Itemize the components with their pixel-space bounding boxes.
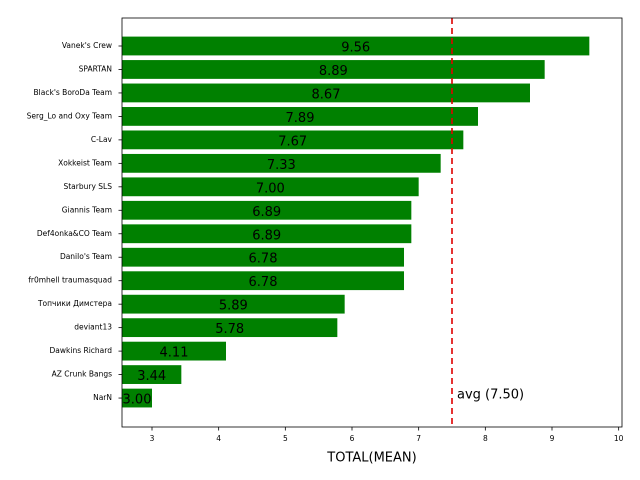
y-tick-label: Vanek's Crew	[62, 41, 112, 50]
y-tick-label: deviant13	[74, 323, 112, 332]
value-label: 6.78	[249, 275, 278, 290]
bar	[122, 200, 412, 220]
bar	[122, 107, 478, 126]
value-label: 3.44	[137, 369, 166, 384]
value-label: 7.67	[278, 134, 307, 149]
y-tick-label: NarN	[93, 393, 112, 402]
value-label: 4.11	[160, 346, 189, 361]
bar	[122, 365, 182, 384]
avg-label: avg (7.50)	[457, 388, 524, 403]
y-tick-label: Dawkins Richard	[50, 346, 113, 355]
value-label: 8.89	[319, 64, 348, 79]
x-tick-label: 9	[550, 434, 555, 443]
value-label: 9.56	[341, 41, 370, 56]
value-label: 8.67	[312, 87, 341, 102]
x-tick-label: 5	[283, 434, 288, 443]
value-label: 6.89	[252, 205, 281, 220]
bar	[122, 388, 152, 408]
y-tick-label: Топчики Димстера	[37, 299, 112, 308]
x-tick-label: 8	[483, 434, 488, 443]
bar	[122, 83, 530, 103]
y-tick-label: C-Lav	[91, 135, 113, 144]
x-tick-label: 10	[614, 434, 624, 443]
x-tick-label: 4	[216, 434, 221, 443]
y-tick-label: AZ Crunk Bangs	[52, 370, 112, 379]
bar	[122, 247, 404, 267]
bar	[122, 294, 345, 314]
y-tick-label: Starbury SLS	[63, 182, 112, 191]
bar	[122, 224, 412, 244]
value-label: 5.89	[219, 299, 248, 314]
y-tick-label: fr0mhell traumasquad	[28, 276, 112, 285]
y-tick-label: Danilo's Team	[60, 252, 112, 261]
plot-frame	[121, 17, 623, 428]
bar	[122, 153, 441, 173]
y-tick-label: Serg_Lo and Oxy Team	[27, 111, 112, 120]
value-label: 6.78	[249, 252, 278, 267]
x-axis-label: TOTAL(MEAN)	[326, 451, 416, 466]
value-label: 7.89	[286, 111, 315, 126]
value-label: 5.78	[215, 322, 244, 337]
bar	[122, 36, 590, 56]
y-tick-label: Xokkeist Team	[58, 158, 112, 167]
bar	[122, 318, 338, 338]
bar	[122, 130, 464, 150]
y-tick-label: Def4onka&CO Team	[37, 229, 112, 238]
y-tick-label: SPARTAN	[79, 64, 112, 73]
x-tick-label: 7	[416, 434, 421, 443]
bar	[122, 177, 419, 197]
value-label: 3.00	[123, 393, 152, 408]
x-tick-label: 6	[350, 434, 355, 443]
bar	[122, 271, 404, 291]
value-label: 7.33	[267, 158, 296, 173]
bar	[122, 341, 226, 361]
value-label: 6.89	[252, 228, 281, 243]
y-tick-label: Black's BoroDa Team	[34, 88, 112, 97]
value-label: 7.00	[256, 181, 285, 196]
y-tick-label: Giannis Team	[62, 205, 112, 214]
x-tick-label: 3	[150, 434, 155, 443]
bar	[122, 60, 545, 79]
